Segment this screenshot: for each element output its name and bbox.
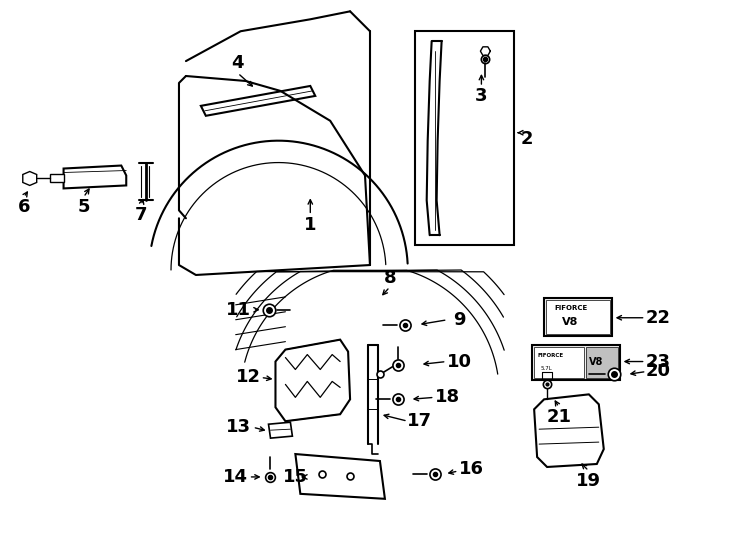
Text: 23: 23	[646, 353, 671, 370]
Text: 14: 14	[223, 468, 248, 486]
Polygon shape	[269, 422, 292, 438]
Text: FIFORCE: FIFORCE	[537, 353, 563, 357]
Text: V8: V8	[562, 317, 578, 327]
Polygon shape	[23, 172, 37, 185]
Text: 15: 15	[283, 468, 308, 486]
Text: 5.7L: 5.7L	[540, 367, 552, 372]
Polygon shape	[534, 394, 604, 467]
Text: 6: 6	[18, 198, 30, 217]
Text: 16: 16	[459, 460, 484, 478]
Text: 4: 4	[231, 54, 244, 72]
Bar	[546, 300, 610, 334]
Text: 11: 11	[226, 301, 251, 319]
Bar	[50, 174, 64, 183]
Text: 12: 12	[236, 368, 261, 387]
Text: 2: 2	[521, 130, 534, 147]
Text: 7: 7	[135, 206, 148, 224]
Text: 9: 9	[454, 310, 466, 329]
Polygon shape	[201, 86, 316, 116]
Text: 8: 8	[384, 269, 396, 287]
Text: V8: V8	[589, 356, 603, 367]
Polygon shape	[64, 166, 126, 188]
Bar	[534, 347, 584, 379]
Text: 21: 21	[547, 408, 572, 426]
Text: 19: 19	[576, 472, 601, 490]
Bar	[586, 347, 618, 379]
Bar	[415, 31, 515, 245]
Text: FIFORCE: FIFORCE	[554, 305, 587, 311]
Bar	[544, 298, 611, 336]
Polygon shape	[295, 454, 385, 499]
Text: 10: 10	[447, 353, 472, 370]
Text: 20: 20	[646, 362, 671, 381]
Text: 5: 5	[77, 198, 90, 217]
Text: 13: 13	[226, 418, 251, 436]
Text: 17: 17	[407, 412, 432, 430]
Text: 1: 1	[304, 216, 316, 234]
Text: 3: 3	[475, 87, 487, 105]
Text: 22: 22	[646, 309, 671, 327]
Text: 18: 18	[435, 388, 460, 406]
Polygon shape	[275, 340, 350, 421]
Bar	[532, 345, 619, 380]
